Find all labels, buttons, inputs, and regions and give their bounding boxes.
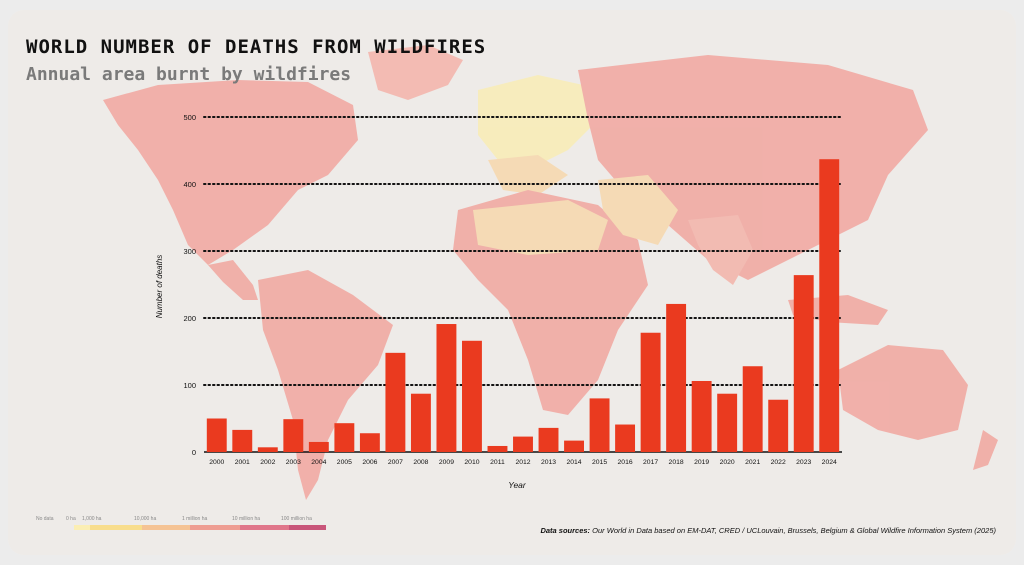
y-tick-label: 100: [183, 381, 196, 390]
bar-2004: [308, 441, 329, 452]
page-title: WORLD NUMBER OF DEATHS FROM WILDFIRES: [26, 36, 487, 58]
legend-label: 10 million ha: [232, 516, 261, 522]
legend-swatch: [142, 525, 190, 530]
y-axis-label: Number of deaths: [155, 255, 164, 319]
x-tick-label: 2012: [515, 459, 530, 466]
map-greenland: [368, 45, 463, 100]
y-tick-label: 400: [183, 180, 196, 189]
x-tick-label: 2001: [235, 459, 250, 466]
map-europe: [478, 75, 598, 170]
page-subtitle: Annual area burnt by wildfires: [26, 64, 352, 85]
legend-label: 10,000 ha: [134, 516, 157, 522]
x-tick-label: 2005: [337, 459, 352, 466]
bar-2002: [257, 447, 278, 452]
x-tick-label: 2006: [362, 459, 377, 466]
data-sources-note: Data sources: Our World in Data based on…: [540, 526, 996, 535]
bar-2023: [793, 275, 814, 452]
x-tick-label: 2003: [286, 459, 301, 466]
legend-label: No data: [36, 516, 54, 522]
bar-2010: [462, 340, 482, 452]
x-tick-label: 2008: [413, 459, 428, 466]
x-tick-label: 2023: [796, 459, 811, 466]
y-tick-label: 200: [183, 314, 196, 323]
map-asia: [578, 55, 928, 280]
map-middle-east: [598, 175, 678, 245]
bar-2005: [334, 423, 355, 452]
bar-2021: [742, 366, 763, 452]
x-tick-label: 2004: [311, 459, 326, 466]
x-axis-label: Year: [508, 480, 527, 490]
y-tick-label: 0: [192, 448, 196, 457]
bar-2013: [538, 427, 559, 452]
data-sources-label: Data sources:: [540, 526, 591, 535]
map-europe-south: [488, 155, 568, 195]
bar-2003: [283, 419, 304, 452]
bar-2000: [206, 418, 227, 452]
world-map-background: [8, 10, 1016, 555]
bar-2001: [232, 429, 253, 452]
x-tick-label: 2010: [464, 459, 479, 466]
x-tick-label: 2014: [566, 459, 581, 466]
map-new-zealand: [973, 430, 998, 470]
legend-swatch: [74, 525, 90, 530]
bar-2015: [589, 398, 610, 452]
legend-swatch: [240, 525, 289, 530]
x-tick-label: 2022: [771, 459, 786, 466]
map-india: [688, 215, 753, 285]
legend-label: 100 million ha: [281, 516, 312, 522]
map-sahara: [473, 200, 608, 255]
legend-label: 1,000 ha: [82, 516, 102, 522]
x-tick-label: 2000: [209, 459, 224, 466]
map-australia: [838, 345, 968, 440]
legend-label: 0 ha: [66, 516, 76, 522]
x-tick-label: 2016: [618, 459, 633, 466]
bar-2011: [487, 445, 508, 452]
y-tick-label: 500: [183, 113, 196, 122]
bar-2024: [819, 159, 840, 452]
map-legend: No data 0 ha 1,000 ha 10,000 ha 1 million ha…: [36, 516, 336, 536]
data-sources-text: Our World in Data based on EM-DAT, CRED …: [592, 526, 996, 535]
x-tick-label: 2007: [388, 459, 403, 466]
x-tick-label: 2015: [592, 459, 607, 466]
x-tick-label: 2024: [822, 459, 837, 466]
x-tick-label: 2019: [694, 459, 709, 466]
x-tick-label: 2011: [490, 459, 505, 466]
chart-card: WORLD NUMBER OF DEATHS FROM WILDFIRES An…: [8, 10, 1016, 555]
legend-label: 1 million ha: [182, 516, 208, 522]
x-tick-label: 2021: [745, 459, 760, 466]
legend-swatch: [190, 525, 240, 530]
x-tick-label: 2013: [541, 459, 556, 466]
bar-2006: [359, 433, 380, 452]
x-tick-label: 2002: [260, 459, 275, 466]
legend-swatch: [289, 525, 326, 530]
bar-2007: [385, 352, 406, 452]
bar-chart: 0 100 200 300 400 500 2000 2001 2002 2003 2004 2005…: [155, 113, 843, 490]
x-tick-label: 2017: [643, 459, 658, 466]
map-central-america: [208, 260, 258, 300]
x-tick-label: 2020: [720, 459, 735, 466]
bar-2022: [768, 399, 789, 452]
bar-2009: [436, 324, 457, 452]
bar-2019: [691, 380, 712, 452]
bar-2020: [717, 393, 738, 452]
bar-2016: [615, 424, 636, 452]
bar-2012: [513, 436, 533, 452]
map-north-america: [103, 80, 358, 265]
x-tick-label: 2018: [669, 459, 684, 466]
bar-2014: [564, 440, 584, 452]
bar-2008: [410, 393, 431, 452]
bar-2018: [666, 303, 687, 452]
bar-2017: [640, 332, 661, 452]
legend-swatch: [90, 525, 142, 530]
x-tick-label: 2009: [439, 459, 454, 466]
y-tick-label: 300: [183, 247, 196, 256]
